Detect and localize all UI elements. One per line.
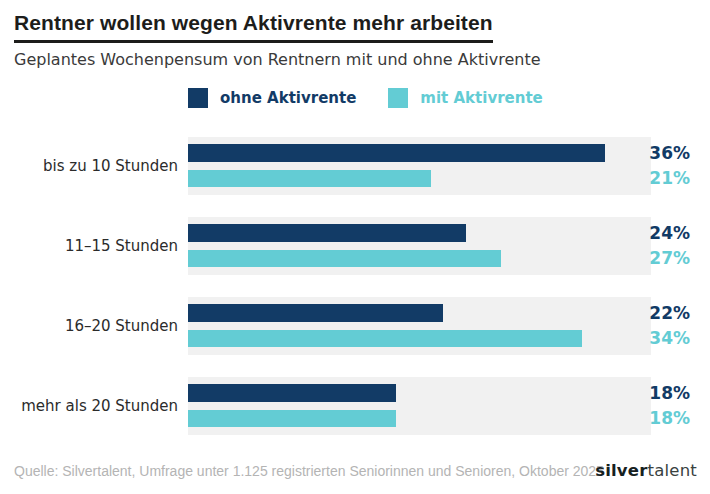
- value-ohne-aktivrente: 18%: [649, 384, 690, 402]
- legend-label-mit: mit Aktivrente: [420, 89, 542, 107]
- chart-row: bis zu 10 Stunden 36% 21%: [0, 137, 710, 195]
- value-ohne-aktivrente: 24%: [649, 224, 690, 242]
- legend-swatch-ohne-icon: [188, 88, 208, 108]
- page-title: Rentner wollen wegen Aktivrente mehr arb…: [14, 11, 493, 43]
- bar-mit-aktivrente: [188, 410, 396, 427]
- value-mit-aktivrente: 21%: [649, 170, 690, 187]
- category-label: bis zu 10 Stunden: [0, 137, 178, 195]
- bar-track: [188, 137, 651, 195]
- chart-row: 11–15 Stunden 24% 27%: [0, 217, 710, 275]
- logo-part-silver: silver: [595, 461, 647, 480]
- press-chart-page: { "header": { "title": "Rentner wollen w…: [0, 0, 710, 494]
- source-attribution: Quelle: Silvertalent, Umfrage unter 1.12…: [14, 463, 604, 479]
- bar-chart: bis zu 10 Stunden 36% 21% 11–15 Stunden …: [0, 137, 710, 457]
- silvertalent-logo: silvertalent: [595, 461, 697, 480]
- value-mit-aktivrente: 34%: [649, 330, 690, 347]
- bar-ohne-aktivrente: [188, 384, 396, 402]
- legend-swatch-mit-icon: [388, 88, 408, 108]
- bar-ohne-aktivrente: [188, 304, 443, 322]
- bar-mit-aktivrente: [188, 170, 431, 187]
- bar-ohne-aktivrente: [188, 224, 466, 242]
- logo-part-talent: talent: [648, 461, 697, 480]
- value-labels: 18% 18%: [651, 377, 710, 435]
- chart-subtitle: Geplantes Wochenpensum von Rentnern mit …: [14, 50, 541, 69]
- value-labels: 36% 21%: [651, 137, 710, 195]
- value-mit-aktivrente: 18%: [649, 410, 690, 427]
- bar-track: [188, 377, 651, 435]
- legend-label-ohne: ohne Aktivrente: [220, 89, 356, 107]
- legend-item-mit-aktivrente: mit Aktivrente: [388, 88, 542, 108]
- value-labels: 24% 27%: [651, 217, 710, 275]
- legend: ohne Aktivrente mit Aktivrente: [188, 88, 543, 108]
- legend-item-ohne-aktivrente: ohne Aktivrente: [188, 88, 356, 108]
- chart-row: mehr als 20 Stunden 18% 18%: [0, 377, 710, 435]
- category-label: 11–15 Stunden: [0, 217, 178, 275]
- chart-row: 16–20 Stunden 22% 34%: [0, 297, 710, 355]
- value-ohne-aktivrente: 36%: [649, 144, 690, 162]
- value-labels: 22% 34%: [651, 297, 710, 355]
- value-mit-aktivrente: 27%: [649, 250, 690, 267]
- bar-mit-aktivrente: [188, 330, 582, 347]
- category-label: mehr als 20 Stunden: [0, 377, 178, 435]
- bar-ohne-aktivrente: [188, 144, 605, 162]
- value-ohne-aktivrente: 22%: [649, 304, 690, 322]
- bar-mit-aktivrente: [188, 250, 501, 267]
- bar-track: [188, 217, 651, 275]
- category-label: 16–20 Stunden: [0, 297, 178, 355]
- bar-track: [188, 297, 651, 355]
